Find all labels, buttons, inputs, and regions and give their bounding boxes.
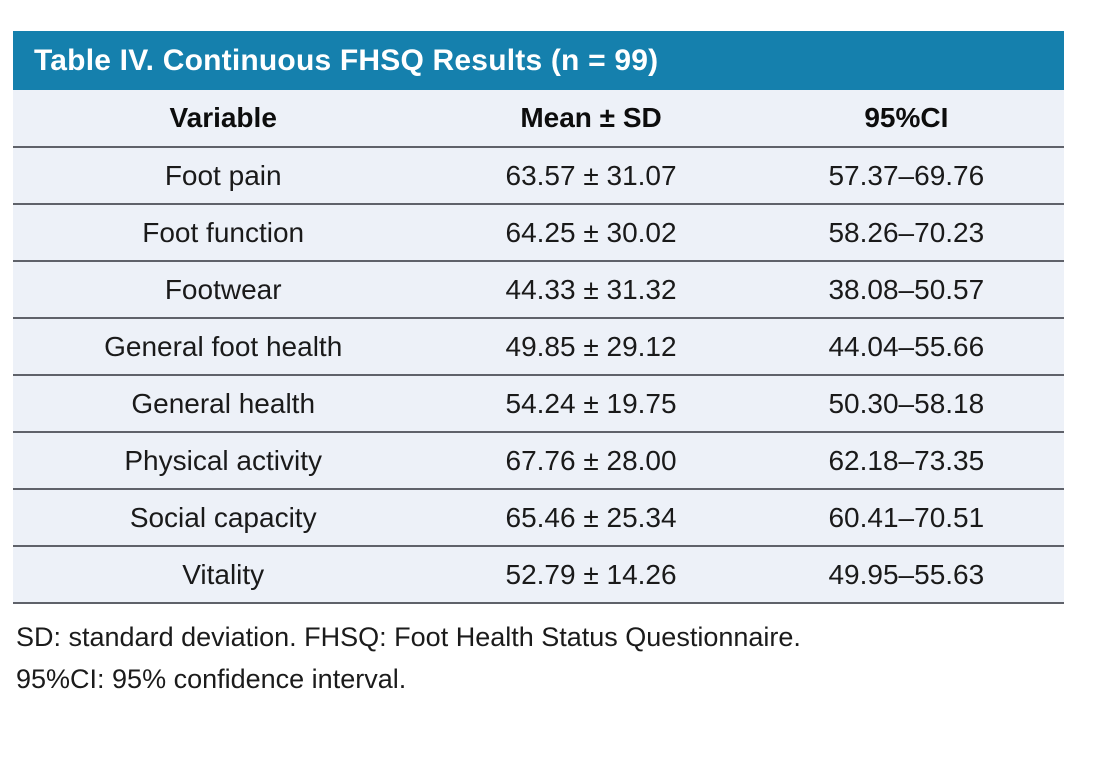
table-row: Social capacity 65.46 ± 25.34 60.41–70.5… (13, 489, 1064, 547)
cell-95ci: 44.04–55.66 (748, 318, 1064, 376)
cell-mean-sd: 52.79 ± 14.26 (433, 546, 749, 604)
column-header-variable: Variable (13, 90, 434, 148)
cell-95ci: 60.41–70.51 (748, 489, 1064, 547)
table-title-bar: Table IV. Continuous FHSQ Results (n = 9… (13, 31, 1064, 90)
column-header-mean-sd: Mean ± SD (433, 90, 749, 148)
cell-variable: General foot health (13, 318, 434, 376)
cell-variable: Foot function (13, 204, 434, 262)
cell-mean-sd: 64.25 ± 30.02 (433, 204, 749, 262)
cell-mean-sd: 49.85 ± 29.12 (433, 318, 749, 376)
cell-mean-sd: 44.33 ± 31.32 (433, 261, 749, 319)
cell-95ci: 38.08–50.57 (748, 261, 1064, 319)
cell-95ci: 49.95–55.63 (748, 546, 1064, 604)
table-row: Footwear 44.33 ± 31.32 38.08–50.57 (13, 261, 1064, 319)
cell-95ci: 58.26–70.23 (748, 204, 1064, 262)
cell-95ci: 50.30–58.18 (748, 375, 1064, 433)
cell-variable: Social capacity (13, 489, 434, 547)
cell-variable: Footwear (13, 261, 434, 319)
cell-mean-sd: 67.76 ± 28.00 (433, 432, 749, 490)
cell-95ci: 57.37–69.76 (748, 147, 1064, 205)
cell-mean-sd: 54.24 ± 19.75 (433, 375, 749, 433)
table-row: Vitality 52.79 ± 14.26 49.95–55.63 (13, 546, 1064, 604)
cell-variable: Vitality (13, 546, 434, 604)
table-footnote: SD: standard deviation. FHSQ: Foot Healt… (13, 604, 1064, 700)
footnote-line-abbreviations: SD: standard deviation. FHSQ: Foot Healt… (16, 622, 801, 652)
table-figure: Table IV. Continuous FHSQ Results (n = 9… (13, 31, 1064, 700)
table-row: Foot pain 63.57 ± 31.07 57.37–69.76 (13, 147, 1064, 205)
table-row: Foot function 64.25 ± 30.02 58.26–70.23 (13, 204, 1064, 262)
table-title: Table IV. Continuous FHSQ Results (n = 9… (34, 43, 659, 77)
footnote-line-ci-definition: 95%CI: 95% confidence interval. (16, 664, 407, 694)
cell-95ci: 62.18–73.35 (748, 432, 1064, 490)
cell-variable: General health (13, 375, 434, 433)
cell-mean-sd: 65.46 ± 25.34 (433, 489, 749, 547)
cell-variable: Physical activity (13, 432, 434, 490)
table-row: General foot health 49.85 ± 29.12 44.04–… (13, 318, 1064, 376)
column-header-95ci: 95%CI (748, 90, 1064, 148)
cell-mean-sd: 63.57 ± 31.07 (433, 147, 749, 205)
fhsq-results-table: Variable Mean ± SD 95%CI Foot pain 63.57… (13, 90, 1064, 604)
table-row: General health 54.24 ± 19.75 50.30–58.18 (13, 375, 1064, 433)
cell-variable: Foot pain (13, 147, 434, 205)
table-header-row: Variable Mean ± SD 95%CI (13, 90, 1064, 148)
table-row: Physical activity 67.76 ± 28.00 62.18–73… (13, 432, 1064, 490)
